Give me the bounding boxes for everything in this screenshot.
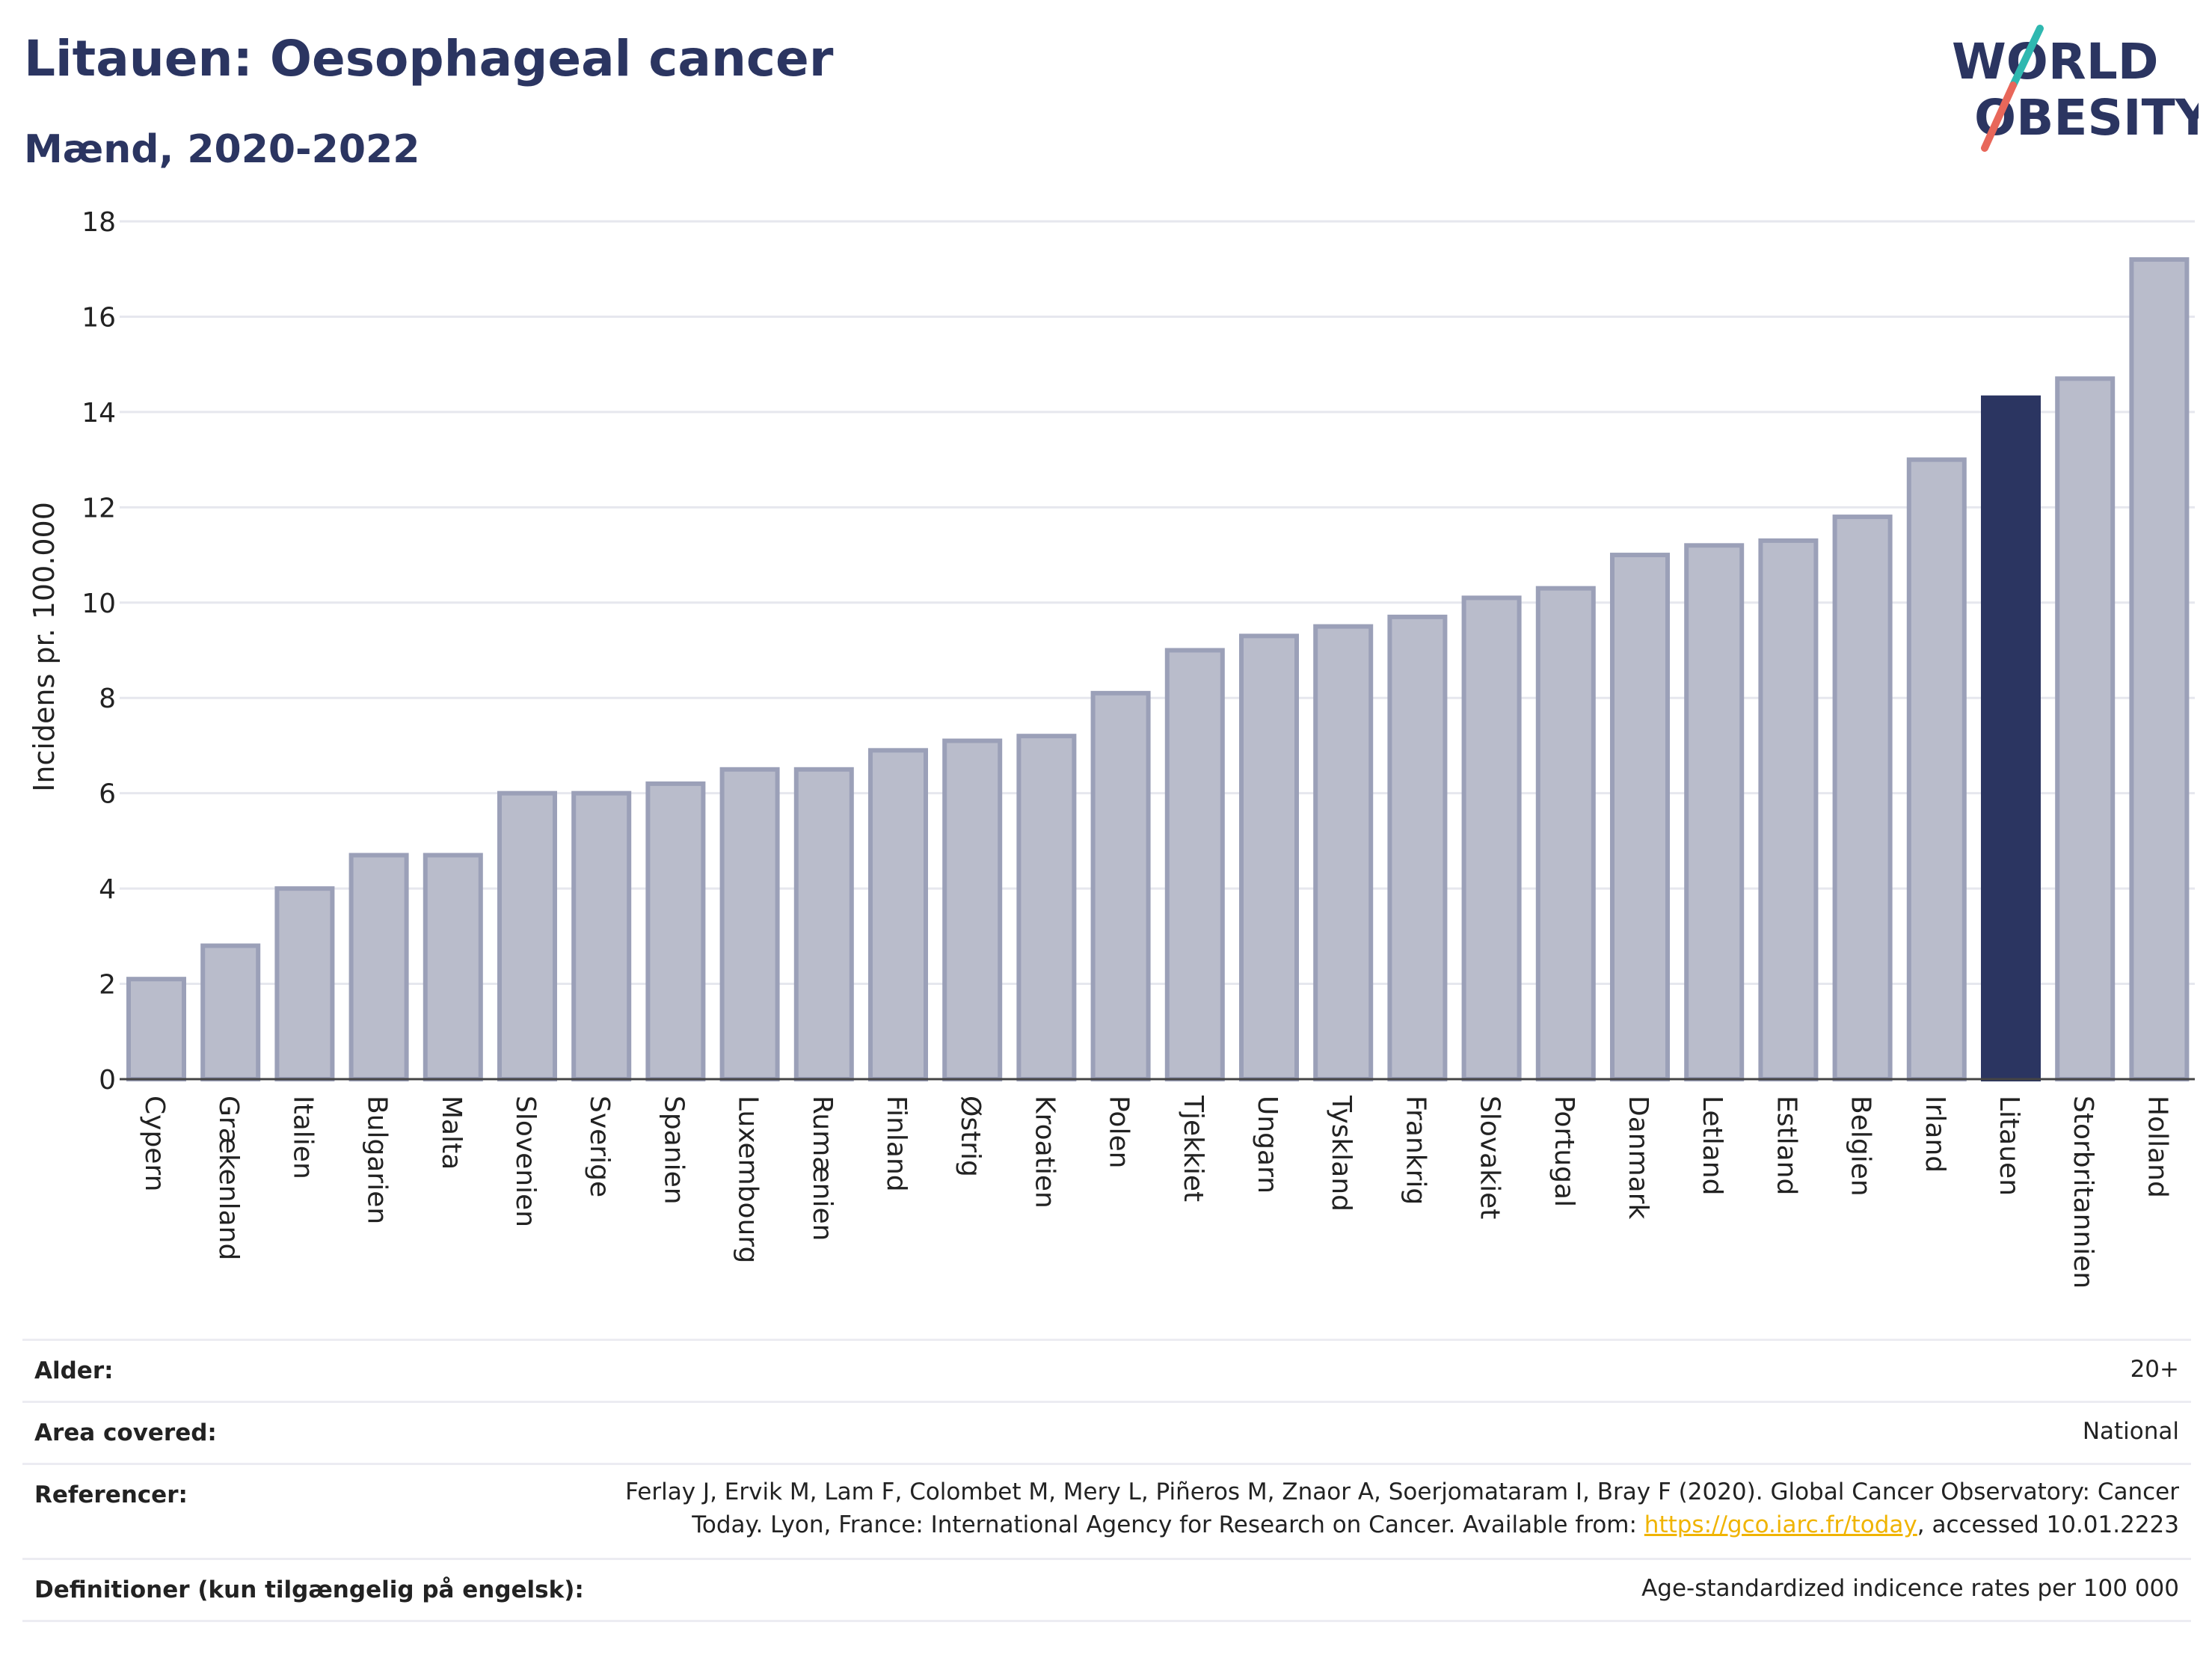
page-subtitle: Mænd, 2020-2022 [24, 127, 420, 172]
x-tick-label: Slovakiet [1475, 1096, 1505, 1219]
x-tick-label: Rumænien [807, 1096, 838, 1241]
logo-slash-teal [2009, 25, 2044, 89]
x-tick-label: Frankrig [1400, 1096, 1431, 1205]
bar-grækenland [200, 943, 261, 1081]
bar-irland [1906, 457, 1967, 1081]
bar-belgien [1832, 515, 1893, 1081]
bar-litauen [1981, 395, 2041, 1081]
x-tick-label: Belgien [1846, 1096, 1876, 1197]
x-tick-label: Cypern [139, 1096, 170, 1191]
bar-cypern [126, 977, 186, 1082]
reference-link[interactable]: https://gco.iarc.fr/today [1644, 1511, 1917, 1538]
bar-italien [274, 886, 335, 1081]
x-tick-label: Bulgarien [362, 1096, 393, 1224]
x-tick-label: Irland [1920, 1096, 1950, 1173]
page-title: Litauen: Oesophageal cancer [24, 30, 834, 87]
x-tick-label: Italien [287, 1096, 318, 1179]
x-tick-label: Tjekkiet [1178, 1095, 1208, 1202]
x-tick-label: Letland [1697, 1096, 1727, 1195]
x-tick-label: Portugal [1549, 1096, 1579, 1207]
bars [126, 257, 2190, 1082]
x-tick-label: Finland [881, 1096, 912, 1192]
reference-line-2: Today. Lyon, France: International Agenc… [625, 1508, 2179, 1541]
bar-tyskland [1313, 624, 1374, 1081]
y-tick-labels: 0 2 4 6 8 10 12 14 16 18 [82, 207, 116, 1096]
meta-label: Alder: [34, 1357, 114, 1384]
bar-spanien [645, 781, 706, 1082]
bar-østrig [942, 738, 1003, 1081]
reference-accessed: , accessed 10.01.2223 [1917, 1511, 2179, 1538]
bar-storbritannien [2055, 376, 2116, 1081]
x-tick-label: Estland [1771, 1096, 1801, 1195]
meta-row-age: Alder: 20+ [22, 1339, 2191, 1401]
x-tick-label: Tyskland [1326, 1095, 1357, 1212]
y-tick-label: 12 [82, 493, 116, 523]
meta-label: Referencer: [34, 1481, 188, 1508]
x-tick-labels: Cypern Grækenland Italien Bulgarien Malta Slo… [139, 1095, 2172, 1289]
x-tick-label: Luxembourg [733, 1096, 764, 1263]
bar-frankrig [1387, 614, 1448, 1081]
x-tick-label: Malta [436, 1096, 467, 1170]
reference-text: Today. Lyon, France: International Agenc… [692, 1511, 1644, 1538]
bar-portugal [1535, 586, 1596, 1081]
y-tick-label: 4 [99, 874, 116, 905]
metadata-table: Alder: 20+ Area covered: National Refere… [22, 1339, 2191, 1622]
logo-line2: OBESITY [1974, 89, 2199, 147]
x-tick-label: Danmark [1623, 1096, 1653, 1220]
y-tick-label: 6 [99, 779, 116, 810]
x-tick-label: Litauen [1994, 1096, 2024, 1196]
x-tick-label: Østrig [955, 1096, 986, 1177]
meta-value: Age-standardized indicence rates per 100… [1641, 1575, 2179, 1602]
bar-ungarn [1239, 633, 1299, 1081]
x-tick-label: Slovenien [510, 1096, 541, 1227]
x-tick-label: Spanien [658, 1096, 689, 1205]
meta-value: Ferlay J, Ervik M, Lam F, Colombet M, Me… [625, 1476, 2179, 1541]
bar-letland [1684, 543, 1745, 1081]
y-tick-label: 14 [82, 398, 116, 429]
bar-sverige [571, 790, 632, 1081]
logo-slash-red [1981, 82, 2017, 152]
y-tick-label: 2 [99, 970, 116, 1001]
bar-bulgarien [348, 853, 409, 1082]
x-tick-label: Polen [1104, 1096, 1134, 1168]
logo-line1: WORLD [1952, 33, 2159, 90]
meta-row-definitions: Definitioner (kun tilgængelig på engelsk… [22, 1558, 2191, 1622]
y-tick-label: 10 [82, 589, 116, 619]
bar-holland [2129, 257, 2190, 1081]
reference-line-1: Ferlay J, Ervik M, Lam F, Colombet M, Me… [625, 1479, 2179, 1505]
bar-malta [423, 853, 483, 1082]
meta-label: Definitioner (kun tilgængelig på engelsk… [34, 1576, 584, 1603]
x-tick-label: Ungarn [1252, 1096, 1282, 1194]
x-tick-label: Grækenland [213, 1096, 244, 1260]
y-tick-label: 0 [99, 1065, 116, 1096]
bar-slovakiet [1461, 595, 1522, 1081]
x-tick-label: Sverige [584, 1096, 615, 1197]
bar-luxembourg [719, 767, 780, 1081]
meta-value: National [2082, 1418, 2179, 1445]
x-tick-label: Holland [2142, 1096, 2172, 1198]
bar-tjekkiet [1164, 648, 1225, 1081]
x-tick-label: Storbritannien [2068, 1096, 2098, 1289]
bar-finland [868, 748, 928, 1081]
bar-kroatien [1016, 734, 1077, 1081]
meta-label: Area covered: [34, 1419, 217, 1446]
bar-polen [1090, 690, 1151, 1081]
y-tick-label: 8 [99, 684, 116, 714]
world-obesity-logo: WORLD OBESITY [1952, 25, 2199, 152]
bar-estland [1758, 538, 1819, 1081]
bar-rumænien [793, 767, 854, 1081]
meta-row-area: Area covered: National [22, 1401, 2191, 1463]
y-tick-label: 18 [82, 207, 116, 238]
y-tick-label: 16 [82, 302, 116, 333]
bar-slovenien [497, 790, 557, 1081]
x-tick-label: Kroatien [1029, 1096, 1060, 1209]
bar-danmark [1610, 553, 1670, 1081]
meta-value: 20+ [2130, 1356, 2179, 1383]
y-axis-label: Incidens pr. 100.000 [28, 502, 61, 792]
meta-row-references: Referencer: Ferlay J, Ervik M, Lam F, Co… [22, 1463, 2191, 1558]
bar-chart: 0 2 4 6 8 10 12 14 16 18 Cypern Grækenland Italien B… [28, 207, 2195, 1289]
